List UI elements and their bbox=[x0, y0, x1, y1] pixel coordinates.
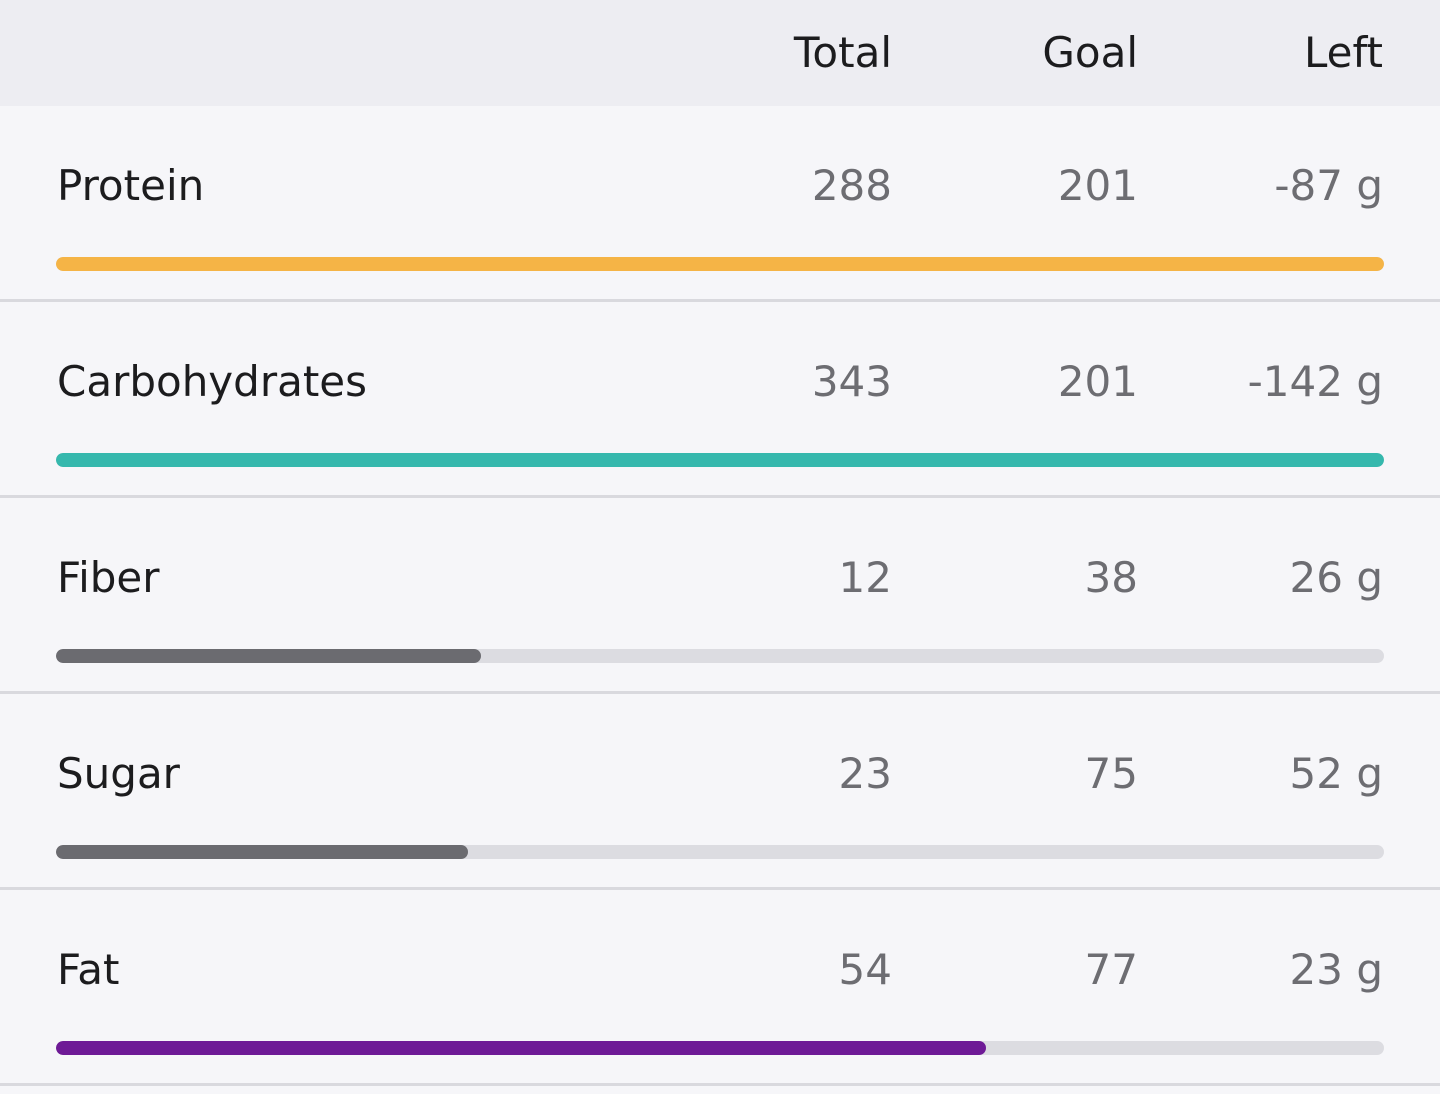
progress-bar-fill bbox=[56, 649, 481, 663]
row-divider bbox=[0, 691, 1440, 694]
nutrient-left: 26 g bbox=[1289, 553, 1383, 602]
nutrient-left: -87 g bbox=[1274, 161, 1383, 210]
nutrient-row-protein[interactable]: Protein 288 201 -87 g bbox=[0, 106, 1440, 302]
nutrient-goal: 201 bbox=[1057, 161, 1138, 210]
nutrient-name: Fiber bbox=[57, 553, 160, 602]
progress-bar-track bbox=[56, 257, 1384, 271]
nutrient-name: Sugar bbox=[57, 749, 180, 798]
nutrient-goal: 77 bbox=[1084, 945, 1138, 994]
nutrient-total: 343 bbox=[811, 357, 892, 406]
table-header: Total Goal Left bbox=[0, 0, 1440, 106]
progress-bar-fill bbox=[56, 845, 468, 859]
nutrient-left: 23 g bbox=[1289, 945, 1383, 994]
progress-bar-fill bbox=[56, 257, 1384, 271]
nutrient-total: 288 bbox=[811, 161, 892, 210]
nutrient-row-fiber[interactable]: Fiber 12 38 26 g bbox=[0, 498, 1440, 694]
total-column-header: Total bbox=[793, 28, 892, 77]
row-divider bbox=[0, 299, 1440, 302]
nutrient-left: 52 g bbox=[1289, 749, 1383, 798]
nutrient-goal: 201 bbox=[1057, 357, 1138, 406]
nutrient-row-carbohydrates[interactable]: Carbohydrates 343 201 -142 g bbox=[0, 302, 1440, 498]
left-column-header: Left bbox=[1303, 28, 1383, 77]
nutrient-name: Protein bbox=[57, 161, 205, 210]
progress-bar-track bbox=[56, 1041, 1384, 1055]
nutrient-row-fat[interactable]: Fat 54 77 23 g bbox=[0, 890, 1440, 1086]
nutrient-name: Carbohydrates bbox=[57, 357, 368, 406]
nutrient-total: 54 bbox=[838, 945, 892, 994]
goal-column-header: Goal bbox=[1042, 28, 1138, 77]
nutrient-name: Fat bbox=[57, 945, 120, 994]
nutrient-goal: 75 bbox=[1084, 749, 1138, 798]
progress-bar-fill bbox=[56, 453, 1384, 467]
progress-bar-track bbox=[56, 453, 1384, 467]
progress-bar-fill bbox=[56, 1041, 986, 1055]
progress-bar-track bbox=[56, 845, 1384, 859]
row-divider bbox=[0, 1083, 1440, 1086]
row-divider bbox=[0, 887, 1440, 890]
progress-bar-track bbox=[56, 649, 1384, 663]
nutrient-total: 23 bbox=[838, 749, 892, 798]
nutrient-goal: 38 bbox=[1084, 553, 1138, 602]
nutrient-left: -142 g bbox=[1247, 357, 1383, 406]
nutrient-row-sugar[interactable]: Sugar 23 75 52 g bbox=[0, 694, 1440, 890]
row-divider bbox=[0, 495, 1440, 498]
nutrient-total: 12 bbox=[838, 553, 892, 602]
